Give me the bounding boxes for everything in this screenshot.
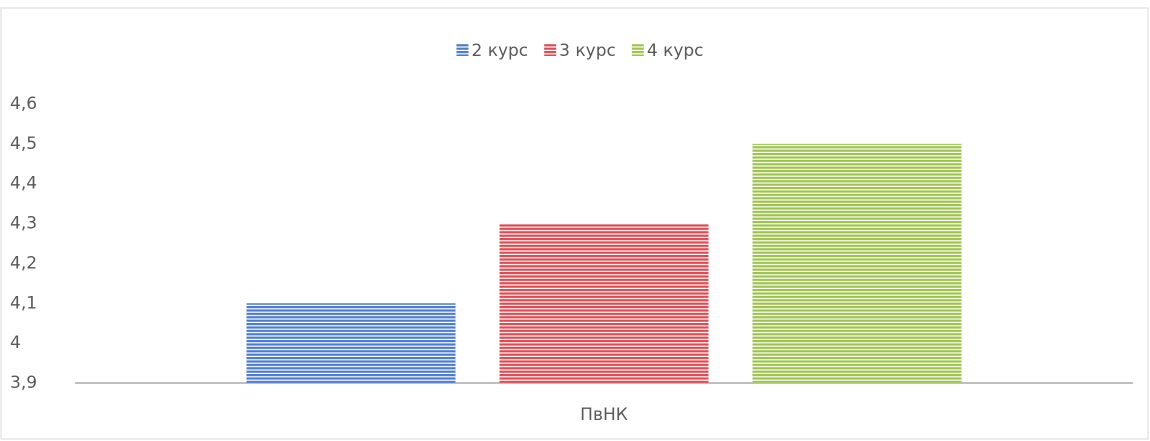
legend-label: 3 курс [559,41,616,61]
y-tick-label: 4,4 [10,174,37,194]
legend-swatch [544,44,557,56]
x-tick-label: ПвНК [580,405,628,425]
y-tick-label: 4,6 [10,94,37,114]
bar [499,223,709,383]
legend-label: 4 курс [647,41,704,61]
y-tick-label: 4,2 [10,253,37,273]
legend-swatch [631,44,644,56]
legend: 2 курс 3 курс 4 курс [456,41,704,61]
legend-label: 2 курс [471,41,528,61]
y-tick-label: 4,1 [10,293,37,313]
y-tick-label: 4 [10,333,21,353]
y-tick-label: 4,3 [10,214,37,234]
legend-swatch [456,44,469,56]
bar [246,303,456,383]
bar [752,143,962,383]
y-tick-label: 4,5 [10,134,37,154]
y-tick-label: 3,9 [10,373,37,393]
